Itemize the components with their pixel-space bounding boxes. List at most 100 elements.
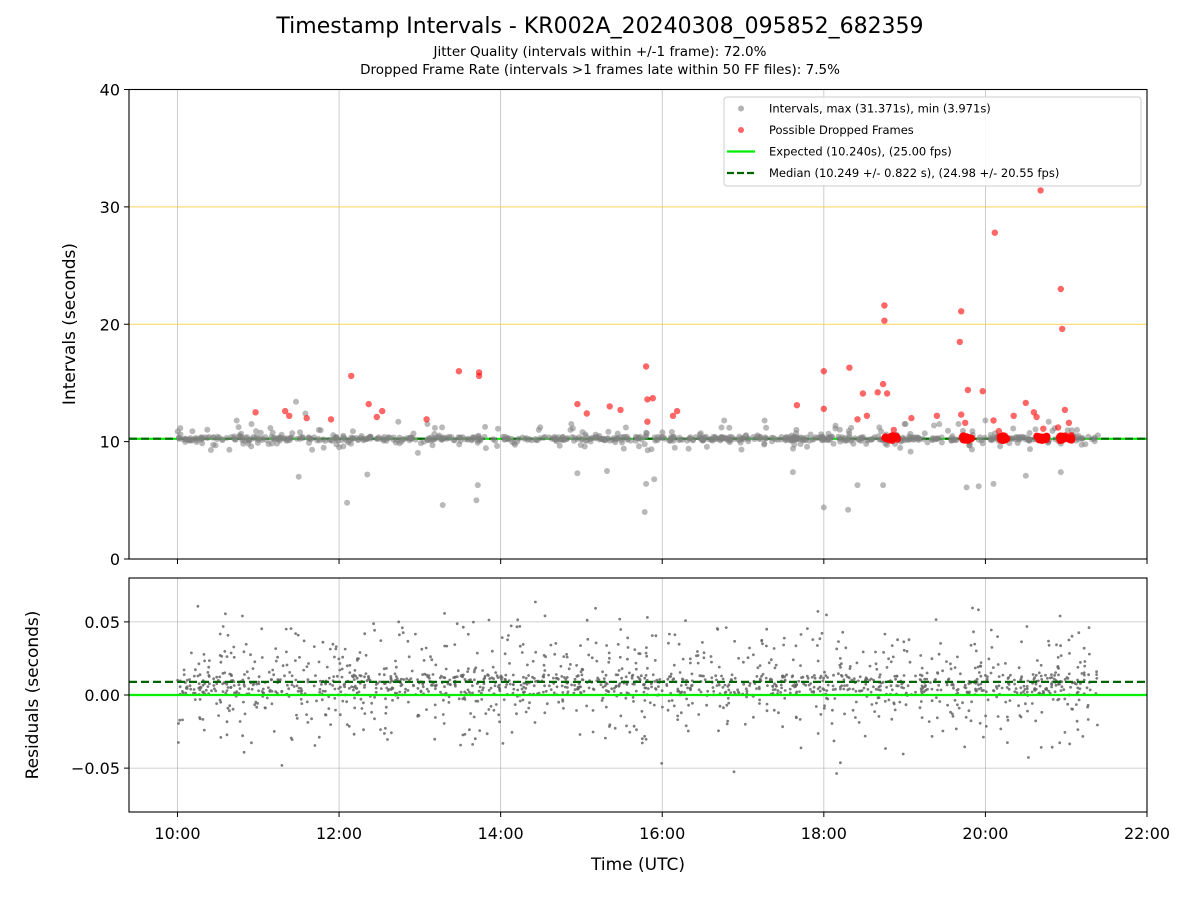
residual-point — [748, 684, 751, 687]
residual-point — [192, 688, 196, 691]
residual-point — [522, 675, 525, 679]
residual-point — [177, 722, 180, 725]
residuals-panel: 0.05 0.00 −0.05 10:00 12:00 14:00 16:00 18:00 2… — [23, 577, 1170, 875]
residual-point — [474, 699, 478, 703]
interval-point — [685, 445, 692, 452]
residual-point — [504, 673, 508, 677]
residual-point — [243, 673, 246, 676]
residual-point — [276, 655, 279, 659]
residual-point — [1058, 741, 1062, 745]
residual-point — [207, 674, 211, 677]
residual-point — [690, 679, 694, 683]
residual-point — [448, 683, 452, 686]
residual-point — [382, 667, 386, 671]
residual-point — [1067, 638, 1071, 642]
residual-point — [672, 704, 676, 708]
residual-point — [522, 681, 526, 685]
residual-point — [1006, 715, 1009, 719]
residual-point — [299, 689, 302, 693]
residual-point — [501, 742, 505, 745]
interval-point — [938, 439, 945, 446]
interval-point — [364, 471, 371, 478]
interval-point — [969, 428, 976, 435]
residual-point — [416, 678, 419, 681]
residual-point — [832, 739, 836, 743]
residual-point — [819, 713, 823, 716]
residual-point — [715, 627, 719, 630]
residual-point — [427, 690, 430, 693]
dropped-frame-point — [991, 229, 998, 236]
residual-point — [357, 657, 360, 660]
dropped-frame-point — [874, 389, 881, 396]
residual-point — [799, 633, 803, 636]
residual-point — [643, 715, 646, 719]
residual-point — [914, 690, 917, 694]
interval-point — [876, 424, 883, 431]
residual-point — [249, 653, 252, 657]
residual-point — [455, 622, 459, 626]
dropped-frame-point — [1022, 399, 1029, 407]
residual-point — [196, 674, 200, 678]
residual-point — [795, 683, 798, 687]
interval-point — [495, 425, 501, 432]
residual-point — [285, 650, 288, 654]
residual-point — [559, 664, 563, 668]
residual-point — [930, 657, 934, 661]
residual-point — [732, 690, 736, 694]
residual-point — [640, 737, 644, 741]
residual-point — [202, 690, 205, 694]
residual-point — [816, 732, 820, 735]
residual-point — [918, 706, 922, 710]
residual-point — [390, 679, 394, 683]
residual-point — [580, 678, 584, 682]
residual-point — [642, 683, 645, 687]
residual-point — [395, 677, 399, 681]
residual-point — [898, 700, 902, 704]
residual-point — [417, 714, 421, 717]
residual-point — [717, 729, 720, 733]
residual-point — [717, 683, 721, 687]
residual-point — [419, 690, 423, 694]
residual-point — [972, 630, 975, 634]
interval-point — [1022, 472, 1029, 479]
residual-point — [284, 627, 288, 631]
residual-point — [1088, 652, 1091, 656]
residual-point — [646, 666, 649, 670]
dropped-frame-point — [1037, 187, 1044, 194]
residual-point — [967, 709, 971, 713]
residual-point — [378, 672, 381, 676]
residual-point — [433, 737, 437, 741]
residual-point — [677, 689, 681, 693]
residual-point — [425, 708, 428, 711]
residual-point — [979, 664, 983, 668]
residual-point — [920, 684, 924, 688]
residual-point — [208, 682, 211, 686]
residual-point — [650, 685, 653, 689]
interval-point — [315, 435, 322, 442]
residual-point — [401, 631, 405, 635]
residual-point — [379, 687, 383, 690]
residual-point — [1008, 699, 1012, 702]
residual-point — [360, 707, 364, 710]
residual-point — [920, 666, 924, 670]
residual-point — [774, 663, 778, 667]
dropped-frame-point — [887, 434, 895, 442]
residual-point — [498, 687, 501, 691]
residual-point — [221, 672, 225, 675]
residual-point — [266, 686, 270, 689]
dropped-frame-point — [1061, 406, 1069, 414]
residual-point — [1038, 691, 1041, 695]
residual-point — [737, 656, 740, 660]
residual-point — [560, 675, 564, 678]
residual-point — [1030, 702, 1034, 705]
residual-point — [399, 684, 403, 688]
interval-point — [606, 437, 613, 444]
residual-point — [329, 723, 332, 726]
residual-point — [893, 708, 897, 712]
dropped-frame-point — [879, 380, 887, 388]
residual-point — [643, 734, 646, 738]
residual-point — [1069, 685, 1072, 689]
residual-point — [542, 673, 546, 677]
dropped-frame-point — [303, 414, 310, 422]
residuals-y-tick-label: −0.05 — [71, 759, 120, 778]
